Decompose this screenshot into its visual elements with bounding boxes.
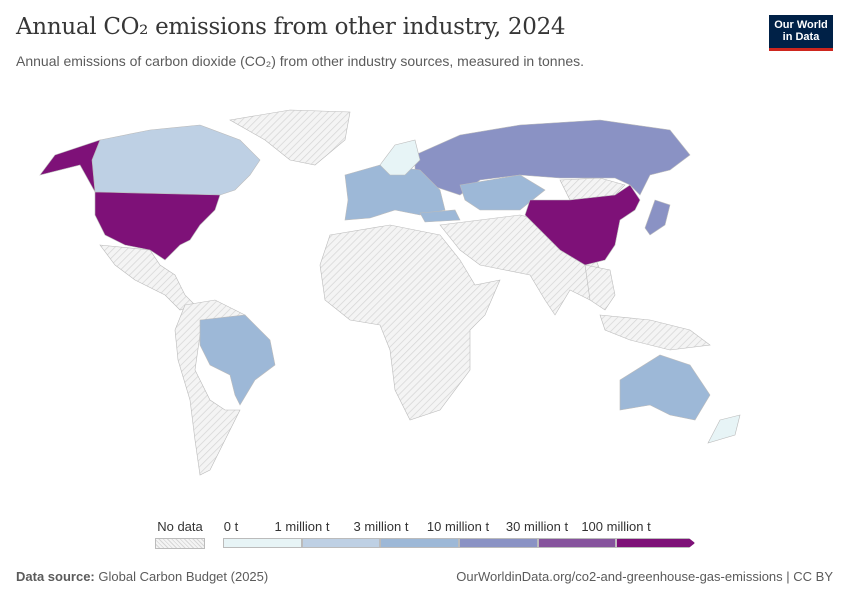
brazil-region[interactable] (199, 314, 276, 406)
united-states-region[interactable] (94, 191, 221, 261)
china-region[interactable] (524, 184, 641, 266)
australia-region[interactable] (619, 354, 711, 421)
japan-region[interactable] (644, 199, 671, 236)
legend-no-data-swatch (155, 538, 205, 549)
kazakhstan-region[interactable] (459, 174, 546, 211)
legend-bin-swatch[interactable] (301, 538, 381, 548)
legend-bin-label: 100 million t (581, 519, 651, 534)
southeast-asia-region[interactable] (584, 264, 711, 351)
legend-bin-label: 3 million t (353, 519, 409, 534)
turkey-region[interactable] (419, 209, 461, 223)
legend-color-bar (223, 538, 696, 548)
color-legend: No data 0 t 1 million t 3 million t 10 m… (0, 515, 850, 555)
greenland-region[interactable] (229, 109, 351, 166)
page-subtitle: Annual emissions of carbon dioxide (CO₂)… (16, 53, 585, 69)
world-map (39, 109, 741, 476)
scandinavia-region[interactable] (379, 139, 421, 176)
legend-bin-swatch[interactable] (223, 538, 302, 548)
data-source-label: Data source: (16, 569, 95, 584)
legend-bin-swatch[interactable] (537, 538, 617, 548)
legend-bin-swatch[interactable] (380, 538, 460, 548)
africa-region[interactable] (319, 224, 501, 421)
logo-text: Our World in Data (774, 19, 828, 43)
legend-no-data-label: No data (157, 519, 203, 534)
mongolia-region[interactable] (559, 177, 626, 201)
legend-bin-label: 30 million t (505, 519, 569, 534)
page-title: Annual CO₂ emissions from other industry… (16, 14, 566, 40)
data-source: Data source: Global Carbon Budget (2025) (16, 569, 268, 584)
canada-region[interactable] (91, 124, 261, 196)
owid-logo[interactable]: Our World in Data (769, 15, 833, 51)
legend-bin-swatch[interactable] (616, 538, 696, 548)
legend-bin-swatch[interactable] (459, 538, 538, 548)
legend-bin-label: 10 million t (426, 519, 490, 534)
russia-region[interactable] (414, 119, 691, 196)
new-zealand-region[interactable] (707, 414, 741, 444)
footer-url[interactable]: OurWorldinData.org/co2-and-greenhouse-ga… (456, 569, 833, 584)
mexico-central-america-region[interactable] (99, 244, 196, 311)
legend-bin-label: 0 t (223, 519, 239, 534)
data-source-link[interactable]: Global Carbon Budget (2025) (98, 569, 269, 584)
legend-bin-label: 1 million t (274, 519, 330, 534)
alaska-region[interactable] (39, 139, 101, 193)
